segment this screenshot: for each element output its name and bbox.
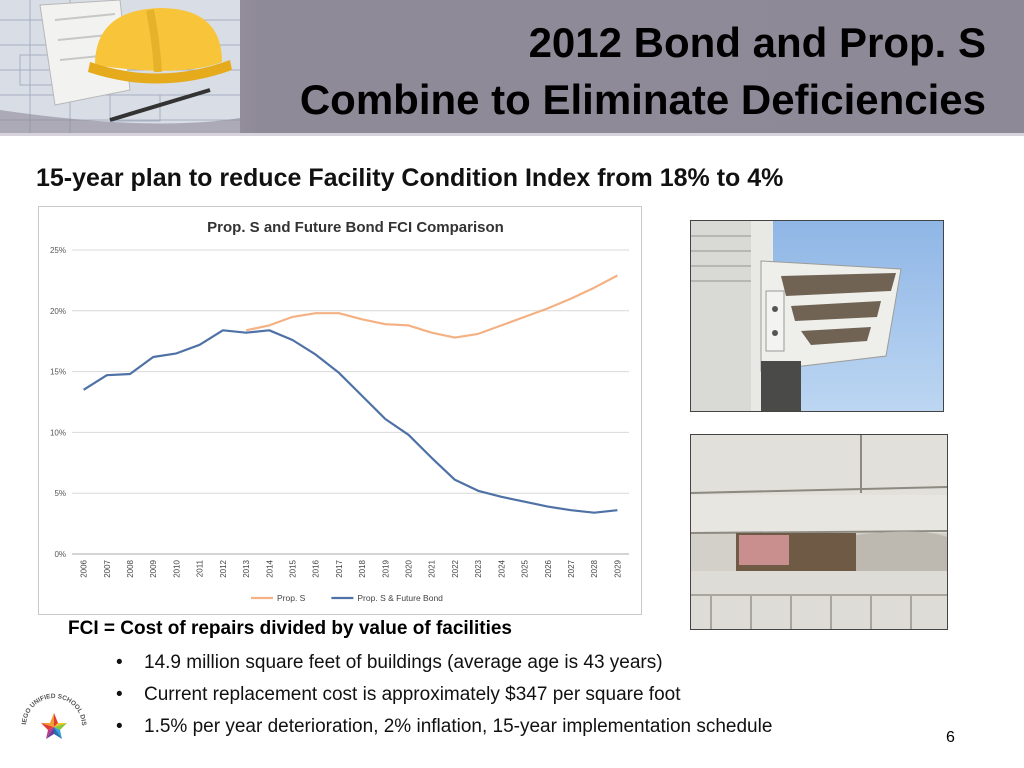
subtitle: 15-year plan to reduce Facility Conditio… [36,164,784,192]
photo-deteriorated-beam [690,220,944,412]
bullet-glyph: • [116,684,123,705]
x-tick-label: 2008 [126,559,135,577]
x-tick-label: 2029 [613,559,622,577]
x-tick-label: 2011 [196,559,205,577]
x-tick-label: 2012 [219,559,228,577]
x-tick-label: 2026 [544,559,553,577]
x-tick-label: 2027 [567,559,576,577]
y-tick-label: 10% [50,428,66,437]
x-tick-label: 2015 [288,559,297,577]
bullet-glyph: • [116,716,123,737]
y-tick-label: 5% [54,489,66,498]
x-tick-label: 2022 [451,559,460,577]
legend-label: Prop. S [277,593,306,603]
x-tick-label: 2023 [474,559,483,577]
page-title-line-1: 2012 Bond and Prop. S [528,19,986,66]
hardhat-blueprint-icon [0,0,240,133]
bullet-text: Current replacement cost is approximatel… [144,684,681,705]
fci-definition: FCI = Cost of repairs divided by value o… [68,618,512,639]
bullet-item: • Current replacement cost is approximate… [116,684,681,706]
x-tick-label: 2025 [521,559,530,577]
legend-label: Prop. S & Future Bond [357,593,443,603]
x-tick-label: 2010 [172,559,181,577]
x-tick-label: 2014 [265,559,274,577]
x-tick-label: 2017 [335,559,344,577]
series-line-prop-s-future-bond [83,329,618,514]
bullet-glyph: • [116,652,123,673]
chart-title: Prop. S and Future Bond FCI Comparison [207,219,504,236]
chart-canvas: Prop. S and Future Bond FCI Comparison 0%… [50,219,629,603]
bullet-text: 14.9 million square feet of buildings (a… [144,652,663,673]
y-tick-label: 0% [54,550,66,559]
x-tick-label: 2013 [242,559,251,577]
photo-damaged-ceiling [690,434,948,630]
page-number: 6 [946,729,955,746]
y-tick-label: 15% [50,368,66,377]
bullet-text: 1.5% per year deterioration, 2% inflatio… [144,716,773,737]
x-tick-label: 2020 [405,559,414,577]
fci-comparison-chart: Prop. S and Future Bond FCI Comparison 0%… [38,206,642,615]
x-tick-label: 2016 [312,559,321,577]
x-tick-label: 2006 [80,559,89,577]
x-tick-label: 2009 [149,559,158,577]
district-star-logo-icon: SAN DIEGO UNIFIED SCHOOL DISTRICT [18,690,87,739]
bullet-item: • 1.5% per year deterioration, 2% inflati… [116,716,772,738]
x-tick-label: 2024 [497,559,506,577]
y-tick-label: 20% [50,307,66,316]
x-tick-label: 2018 [358,559,367,577]
header-banner: 2012 Bond and Prop. S Combine to Elimina… [0,0,1024,133]
x-tick-label: 2028 [590,559,599,577]
x-tick-label: 2007 [103,559,112,577]
y-tick-label: 25% [50,246,66,255]
page-title-line-2: Combine to Eliminate Deficiencies [299,76,986,123]
series-line-prop-s [245,274,618,339]
header-divider [0,133,1024,136]
bullet-item: • 14.9 million square feet of buildings (… [116,652,663,674]
x-tick-label: 2021 [428,559,437,577]
x-tick-label: 2019 [381,559,390,577]
